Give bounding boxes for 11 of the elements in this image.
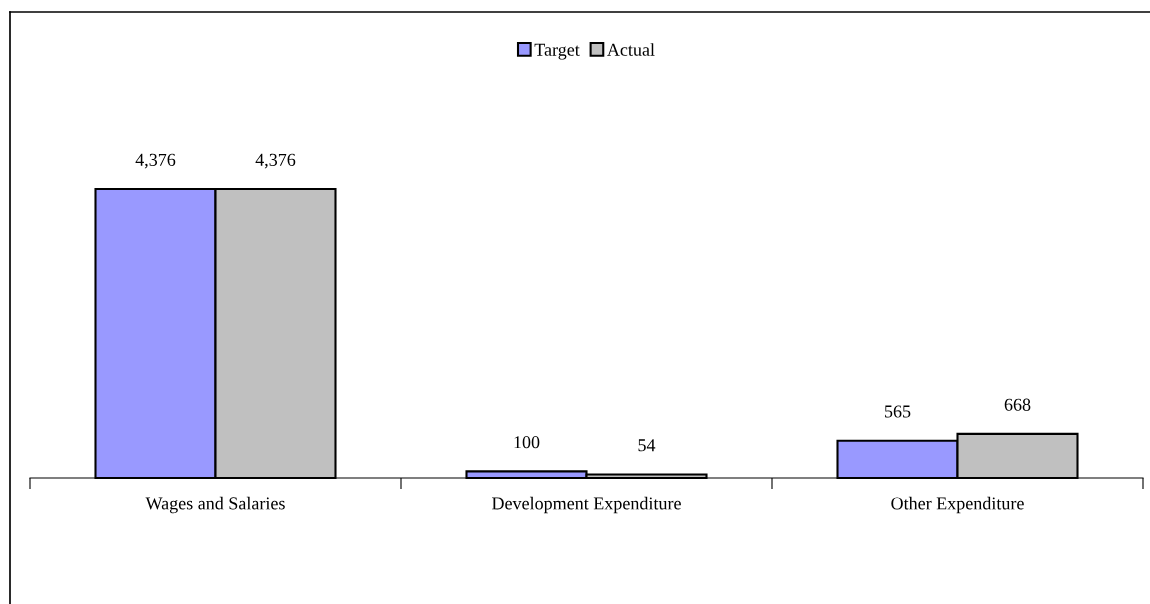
legend-label: Target: [534, 43, 580, 60]
data-label: 668: [1004, 398, 1031, 411]
x-tick-label: Development Expenditure: [492, 496, 681, 514]
x-tick-label: Other Expenditure: [891, 496, 1024, 514]
data-label: 565: [885, 405, 911, 418]
data-label: 54: [638, 439, 656, 452]
data-label: 100: [514, 436, 540, 449]
data-label: 4,376: [255, 153, 296, 169]
legend-label: Actual: [607, 43, 655, 56]
x-tick-label: Wages and Salaries: [145, 496, 285, 514]
data-label: 4,376: [135, 153, 176, 169]
